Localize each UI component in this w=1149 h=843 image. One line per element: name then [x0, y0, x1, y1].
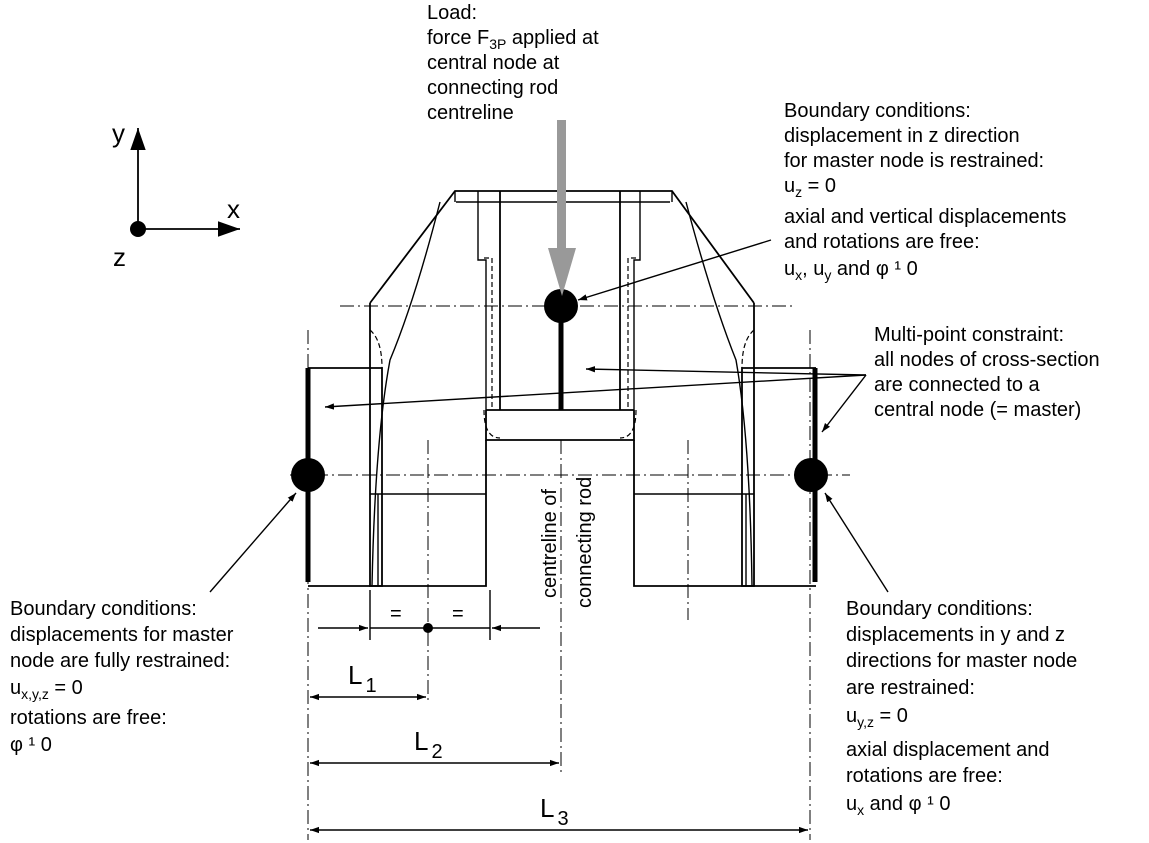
mpc-leader-left	[324, 374, 867, 410]
bc-left-line1: Boundary conditions:	[10, 598, 197, 620]
load-line2: force F3P applied at	[427, 27, 599, 52]
load-line3: central node at	[427, 52, 560, 74]
bc-right-line4: are restrained:	[846, 677, 975, 699]
centre-lines	[290, 305, 850, 840]
bc-left-leader	[209, 492, 297, 593]
bc-top-label: Boundary conditions: displacement in z d…	[784, 100, 1066, 283]
constraints	[291, 289, 828, 582]
bc-right-line8: ux and φ ¹ 0	[846, 793, 950, 818]
left-master-node	[291, 458, 325, 492]
load-arrow-head	[548, 248, 576, 296]
bc-top-line7: ux, uy and φ ¹ 0	[784, 258, 918, 283]
eq-left-label: =	[390, 603, 402, 625]
bc-right-label: Boundary conditions: displacements in y …	[846, 598, 1077, 818]
mpc-label: Multi-point constraint: all nodes of cro…	[874, 324, 1100, 421]
load-line4: connecting rod	[427, 77, 558, 99]
bc-right-line7: rotations are free:	[846, 765, 1003, 787]
z-axis-label: z	[113, 242, 126, 272]
centreline-label-line2: connecting rod	[574, 477, 596, 608]
load-label: Load: force F3P applied at central node …	[427, 2, 599, 124]
bc-top-line5: axial and vertical displacements	[784, 206, 1066, 228]
web-centre-dot	[423, 623, 433, 633]
bc-left-line3: node are fully restrained:	[10, 650, 230, 672]
eq-right-label: =	[452, 603, 464, 625]
bc-top-line2: displacement in z direction	[784, 125, 1020, 147]
x-axis-label: x	[227, 194, 240, 224]
load-arrow-shaft	[557, 120, 566, 248]
bc-top-line6: and rotations are free:	[784, 231, 980, 253]
bc-left-line2: displacements for master	[10, 624, 234, 646]
bc-left-line6: φ ¹ 0	[10, 734, 52, 756]
crank-web-outline	[308, 190, 816, 587]
bc-top-line3: for master node is restrained:	[784, 150, 1044, 172]
centreline-label: centreline of connecting rod	[539, 477, 596, 608]
right-master-node	[794, 458, 828, 492]
centreline-label-line1: centreline of	[539, 489, 561, 598]
bc-right-line1: Boundary conditions:	[846, 598, 1033, 620]
bc-right-line2: displacements in y and z	[846, 624, 1065, 646]
bc-left-label: Boundary conditions: displacements for m…	[10, 598, 234, 756]
bc-right-line3: directions for master node	[846, 650, 1077, 672]
mpc-line1: Multi-point constraint:	[874, 324, 1064, 346]
bc-left-line5: rotations are free:	[10, 707, 167, 729]
recess-outline	[485, 410, 635, 441]
bc-top-line1: Boundary conditions:	[784, 100, 971, 122]
bc-top-line4: uz = 0	[784, 175, 836, 200]
coordinate-system: y x z	[112, 118, 240, 272]
right-web	[633, 303, 755, 587]
mpc-leader-right	[821, 374, 867, 433]
y-axis-label: y	[112, 118, 125, 148]
mpc-leader-pin	[585, 366, 867, 376]
load-line5: centreline	[427, 102, 514, 124]
bc-top-leader	[577, 239, 772, 301]
mpc-line2: all nodes of cross-section	[874, 349, 1100, 371]
pin-master-node	[544, 289, 578, 323]
leader-arrows	[209, 239, 889, 593]
bc-right-line5: uy,z = 0	[846, 705, 908, 730]
bc-right-line6: axial displacement and	[846, 739, 1049, 761]
bc-left-line4: ux,y,z = 0	[10, 677, 83, 702]
bc-right-leader	[824, 492, 889, 593]
load-arrow	[548, 120, 576, 296]
z-axis-dot	[130, 221, 146, 237]
mpc-line3: are connected to a	[874, 374, 1041, 396]
right-journal	[741, 367, 816, 587]
mpc-line4: central node (= master)	[874, 399, 1081, 421]
left-journal	[308, 367, 383, 587]
load-line1: Load:	[427, 2, 477, 24]
